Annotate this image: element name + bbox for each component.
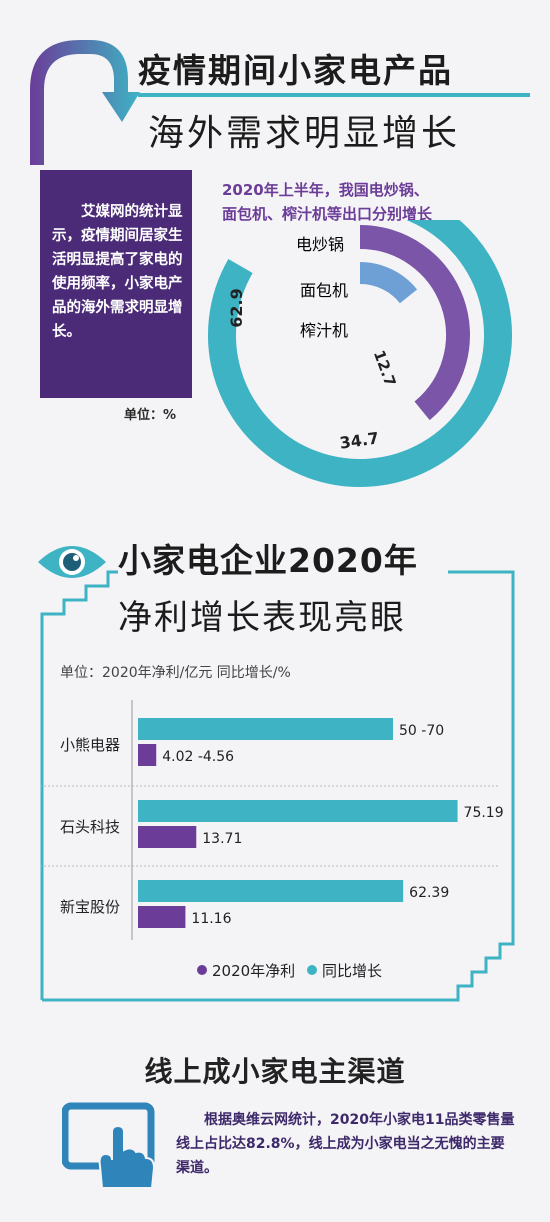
legend-label-growth: 同比增长 bbox=[322, 962, 382, 980]
chart-subtitle-line1: 2020年上半年，我国电炒锅、 bbox=[222, 181, 429, 199]
bar-category-label: 石头科技 bbox=[60, 818, 120, 836]
legend: 2020年净利 同比增长 bbox=[197, 962, 382, 980]
legend-label-net-profit: 2020年净利 bbox=[212, 962, 295, 980]
intro-box bbox=[40, 170, 192, 398]
bar-chart-unit: 单位：2020年净利/亿元 同比增长/% bbox=[60, 665, 291, 681]
section1-title-line1: 疫情期间小家电产品 bbox=[138, 51, 453, 90]
ring-arc-juicer bbox=[359, 262, 418, 304]
ring-arc-bread-maker bbox=[359, 225, 470, 421]
tablet-touch-icon bbox=[62, 1102, 156, 1189]
bar-growth bbox=[138, 800, 458, 822]
bar-growth-label: 50 -70 bbox=[399, 723, 444, 739]
section3-text: 根据奥维云网统计，2020年小家电11品类零售量线上占比达82.8%，线上成为小… bbox=[176, 1112, 515, 1176]
curved-arrow-icon bbox=[30, 40, 140, 165]
bar-growth-label: 75.19 bbox=[464, 805, 504, 821]
ring-value-label-1: 34.7 bbox=[338, 428, 380, 452]
section1-title-line2: 海外需求明显增长 bbox=[148, 113, 461, 154]
eye-icon bbox=[38, 546, 106, 578]
ring-value-label-2: 12.7 bbox=[370, 348, 400, 389]
bar-net-profit bbox=[138, 744, 157, 766]
legend-marker-net-profit bbox=[197, 965, 207, 975]
title-underline bbox=[138, 93, 530, 97]
bar-category-label: 小熊电器 bbox=[60, 736, 120, 754]
bar-net-profit bbox=[138, 906, 186, 928]
stair-frame bbox=[40, 570, 515, 1002]
ring-cat-label-2: 榨汁机 bbox=[300, 321, 348, 340]
unit-label: 单位：% bbox=[124, 408, 177, 423]
bar-net-profit bbox=[138, 826, 197, 848]
legend-marker-growth bbox=[307, 965, 317, 975]
bar-growth bbox=[138, 718, 393, 740]
section2-title-line1: 小家电企业2020年 bbox=[118, 541, 418, 580]
section3-title: 线上成小家电主渠道 bbox=[144, 1055, 406, 1088]
bar-net-profit-label: 13.71 bbox=[202, 831, 242, 847]
ring-arc-electric-wok bbox=[208, 220, 512, 487]
ring-value-label-0: 62.9 bbox=[227, 288, 246, 327]
bar-growth-label: 62.39 bbox=[409, 885, 449, 901]
bar-growth bbox=[138, 880, 404, 902]
section2-title-line2: 净利增长表现亮眼 bbox=[118, 598, 406, 638]
intro-text: 艾媒网的统计显示，疫情期间居家生活明显提高了家电的使用频率，小家电产品的海外需求… bbox=[52, 204, 183, 340]
ring-cat-label-1: 面包机 bbox=[300, 281, 348, 300]
bar-category-label: 新宝股份 bbox=[60, 898, 120, 916]
chart-subtitle: 2020年上半年，我国电炒锅、 面包机、榨汁机等出口分别增长 bbox=[222, 178, 542, 226]
chart-subtitle-line2: 面包机、榨汁机等出口分别增长 bbox=[222, 205, 433, 223]
bar-net-profit-label: 4.02 -4.56 bbox=[162, 749, 234, 765]
bar-net-profit-label: 11.16 bbox=[191, 911, 231, 927]
radial-bar-chart: 电炒锅 面包机 榨汁机 62.9 34.7 12.7 bbox=[208, 220, 512, 487]
ring-cat-label-0: 电炒锅 bbox=[296, 235, 344, 254]
bar-chart: 小熊电器 50 -70 4.02 -4.56 石头科技 75.19 13.71 新宝股份 62… bbox=[40, 700, 504, 980]
